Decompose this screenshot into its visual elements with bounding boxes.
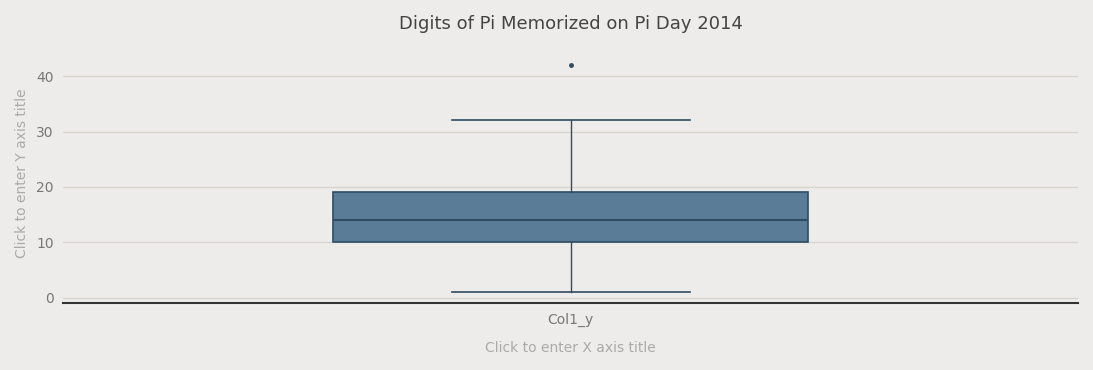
PathPatch shape [333, 192, 809, 242]
X-axis label: Click to enter X axis title: Click to enter X axis title [485, 341, 656, 355]
Title: Digits of Pi Memorized on Pi Day 2014: Digits of Pi Memorized on Pi Day 2014 [399, 15, 742, 33]
Y-axis label: Click to enter Y axis title: Click to enter Y axis title [15, 88, 30, 258]
